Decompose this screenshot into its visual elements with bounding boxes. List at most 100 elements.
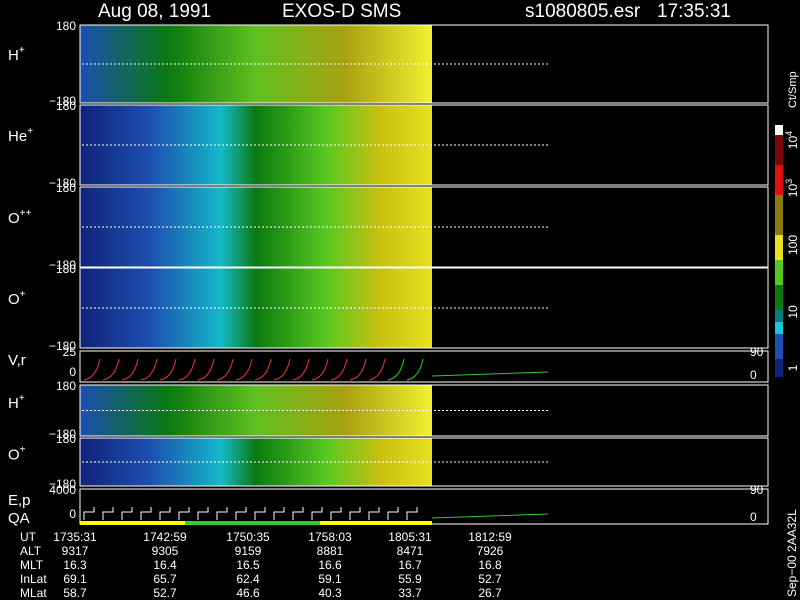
footer-row-name: ALT — [20, 544, 42, 558]
header-time: 17:35:31 — [657, 1, 731, 22]
trace — [83, 507, 95, 520]
panel-frame — [79, 267, 769, 349]
trace — [349, 358, 367, 381]
axis-right-bottom: 0 — [750, 368, 757, 382]
header-date: Aug 08, 1991 — [98, 1, 211, 22]
footer-value: 16.6 — [318, 558, 342, 572]
footer-value: 16.5 — [236, 558, 260, 572]
trace — [292, 507, 304, 520]
panel-label-text: He — [8, 128, 27, 145]
panel-label: E,p — [8, 492, 31, 509]
trace — [197, 507, 209, 520]
panel-frame — [79, 350, 769, 383]
trace — [159, 358, 177, 381]
axis-top: 25 — [63, 345, 77, 359]
panel-label: He+ — [8, 126, 33, 145]
footer-value: 58.7 — [63, 586, 87, 600]
panel-frame — [79, 437, 769, 487]
panel-label-text: O — [8, 210, 20, 227]
trace — [102, 358, 120, 381]
footer-value: 9317 — [62, 544, 89, 558]
panel-frame — [79, 384, 769, 437]
footer-value: 65.7 — [153, 572, 177, 586]
axis-top: 180 — [56, 181, 76, 195]
footer-value: 1750:35 — [226, 530, 270, 544]
trace — [178, 358, 196, 381]
trace — [235, 507, 247, 520]
axis-right-bottom: 0 — [750, 510, 757, 524]
trace — [159, 507, 171, 520]
trace — [330, 358, 348, 381]
trace — [311, 358, 329, 381]
trace — [178, 507, 190, 520]
trace — [349, 507, 361, 520]
colorbar-label-base: 10 — [786, 136, 800, 150]
colorbar-label-base: 1 — [786, 364, 800, 371]
colorbar-label: 1 — [786, 364, 800, 371]
trace — [254, 358, 272, 381]
trace — [140, 507, 152, 520]
trace — [140, 358, 158, 381]
footer-value: 8471 — [397, 544, 424, 558]
panel-label-text: H — [8, 47, 19, 64]
panel-label: H+ — [8, 45, 25, 64]
trace — [431, 513, 549, 519]
footer-value: 16.8 — [478, 558, 502, 572]
footer-value: 9305 — [152, 544, 179, 558]
header-file: s1080805.esr — [525, 1, 641, 22]
footer-row-name: UT — [20, 530, 37, 544]
colorbar-label: 10 — [786, 305, 800, 319]
header-mission: EXOS-D SMS — [282, 1, 401, 22]
axis-right-top: 90 — [750, 345, 764, 359]
axis-right-top: 90 — [750, 483, 764, 497]
axis-top: 180 — [56, 99, 76, 113]
footer-row-name: MLat — [20, 586, 47, 600]
axis-top: 180 — [56, 432, 76, 446]
colorbar-unit: Ct/Smp — [787, 71, 799, 108]
panel-label-sup: + — [19, 393, 25, 404]
trace — [311, 507, 323, 520]
trace — [254, 507, 266, 520]
qa-bar — [185, 521, 320, 525]
colorbar-label-exp: 3 — [784, 179, 794, 184]
qa-bar — [320, 521, 432, 525]
axis-bottom: −180 — [49, 258, 76, 272]
footer-value: 26.7 — [478, 586, 502, 600]
panel-label-sup: + — [19, 45, 25, 56]
footer-value: 69.1 — [63, 572, 87, 586]
axis-top: 180 — [56, 262, 76, 276]
qa-bar — [80, 521, 185, 525]
trace — [83, 358, 101, 381]
footer-value: 52.7 — [478, 572, 502, 586]
trace — [387, 507, 399, 520]
colorbar-label: 104 — [784, 131, 800, 149]
footer-value: 1805:31 — [388, 530, 432, 544]
panel-label: H+ — [8, 393, 25, 412]
footer-value: 62.4 — [236, 572, 260, 586]
colorbar-label-exp: 4 — [784, 131, 794, 136]
stamp: Sep−00 2AA32L — [785, 509, 799, 597]
trace — [406, 358, 424, 381]
axis-top: 4000 — [49, 483, 76, 497]
footer-value: 52.7 — [153, 586, 177, 600]
footer-value: 7926 — [477, 544, 504, 558]
footer-value: 1812:59 — [468, 530, 512, 544]
footer-value: 1742:59 — [143, 530, 187, 544]
footer-value: 16.3 — [63, 558, 87, 572]
footer-value: 8881 — [317, 544, 344, 558]
footer-value: 46.6 — [236, 586, 260, 600]
footer-value: 59.1 — [318, 572, 342, 586]
panel-label: O++ — [8, 208, 32, 227]
trace — [273, 507, 285, 520]
footer-row-name: MLT — [20, 558, 44, 572]
axis-bottom: −180 — [49, 339, 76, 353]
trace — [235, 358, 253, 381]
panel-frame — [79, 488, 769, 525]
colorbar-label: 103 — [784, 179, 800, 197]
colorbar-label: 100 — [786, 235, 800, 255]
axis-bottom: −180 — [49, 94, 76, 108]
trace — [273, 358, 291, 381]
trace — [102, 507, 114, 520]
